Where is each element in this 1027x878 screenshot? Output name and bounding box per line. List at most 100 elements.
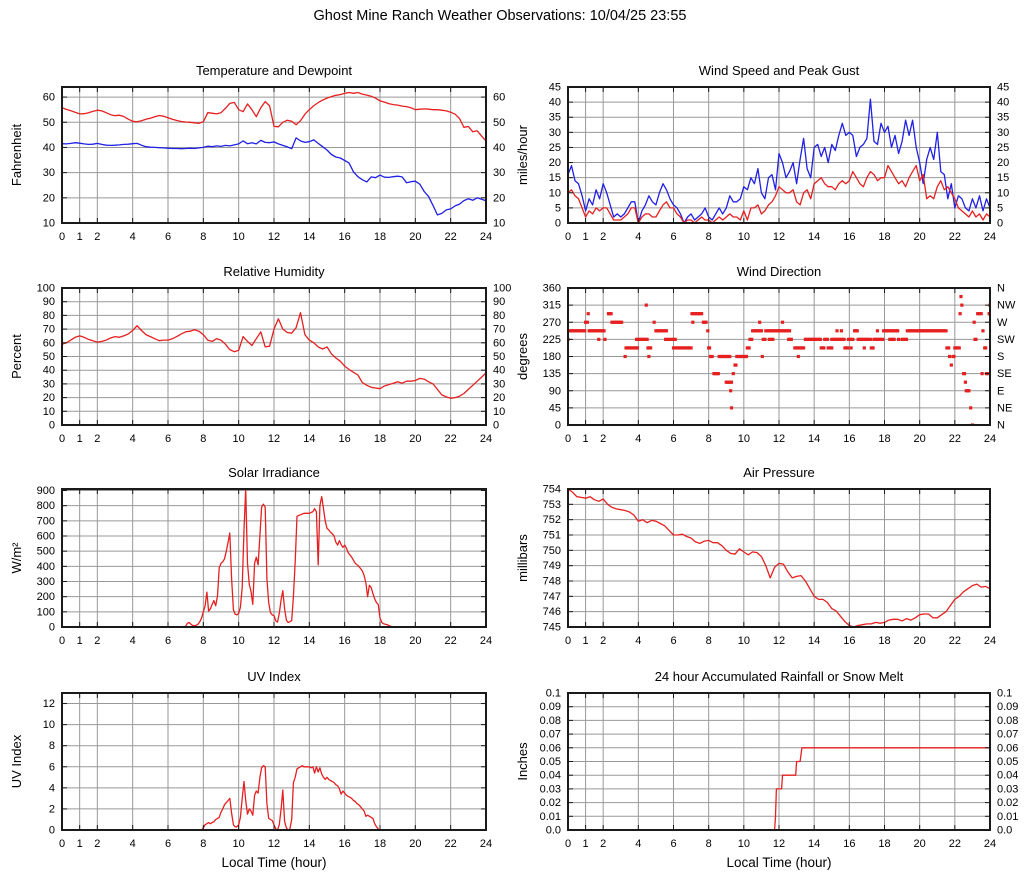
x-tick-label: 16: [843, 231, 855, 243]
wind-direction-dot: [696, 312, 701, 316]
y-tick-label-right: 80: [493, 310, 505, 322]
wind-direction-dot: [758, 320, 762, 324]
y-tick-label-right: 35: [997, 112, 1009, 124]
y-tick-label-right: 30: [997, 127, 1009, 139]
y-tick-label: 0.05: [540, 756, 561, 768]
y-tick-label-right: 40: [997, 97, 1009, 109]
wind-direction-dot: [635, 346, 640, 350]
wind-direction-dot: [871, 346, 875, 350]
x-tick-label: 22: [949, 635, 961, 647]
wind-direction-dot: [623, 354, 627, 359]
x-tick-label: 1: [77, 635, 83, 647]
x-tick-label: 14: [808, 635, 820, 647]
y-tick-label: 20: [549, 157, 561, 169]
solar_irradiance-line: [61, 488, 487, 628]
air_pressure-line: [567, 488, 991, 628]
y-tick-label: 10: [43, 406, 55, 418]
chart-title: Relative Humidity: [223, 264, 325, 279]
wind-direction-dot: [710, 354, 714, 359]
wind-direction-dot: [610, 320, 614, 324]
wind-direction-dot: [652, 320, 656, 324]
y-tick-label: 90: [43, 296, 55, 308]
y-tick-label-right: 5: [997, 202, 1003, 214]
y-tick-label-right: 40: [493, 142, 505, 154]
y-tick-label: 315: [543, 300, 561, 312]
wind-direction-dot: [888, 329, 892, 333]
wind-direction-dot: [583, 320, 588, 324]
y-tick-label-right: 0.06: [997, 742, 1018, 754]
plot-area-uv-index: [61, 765, 487, 831]
x-tick-label: 16: [843, 433, 855, 445]
y-tick-label-right: 20: [493, 392, 505, 404]
wind-direction-dot: [949, 363, 953, 367]
x-tick-label: 24: [480, 433, 492, 445]
compass-label: SW: [997, 334, 1015, 346]
x-tick-label: 6: [165, 231, 171, 243]
chart-title: Air Pressure: [743, 465, 815, 480]
y-tick-label: 70: [43, 324, 55, 336]
x-tick-label: 14: [808, 838, 820, 850]
y-tick-label: 0.04: [540, 770, 561, 782]
wind-direction-dot: [647, 354, 651, 359]
x-axis-title: Local Time (hour): [726, 855, 831, 870]
wind-direction-dot: [862, 346, 866, 350]
x-tick-label: 2: [600, 635, 606, 647]
wind-direction-dot: [716, 372, 720, 376]
wind-direction-dot: [969, 406, 973, 410]
x-tick-label: 10: [738, 231, 750, 243]
wind-direction-dot: [729, 406, 734, 410]
y-tick-label: 200: [37, 591, 55, 603]
x-tick-label: 4: [130, 231, 136, 243]
wind-direction-dot: [868, 337, 873, 341]
y-tick-label: 30: [43, 378, 55, 390]
x-tick-label: 24: [984, 231, 996, 243]
y-tick-label-right: 10: [997, 187, 1009, 199]
x-tick-label: 8: [200, 231, 206, 243]
x-tick-label: 4: [130, 838, 136, 850]
wind-direction-dot: [671, 337, 676, 341]
wind-direction-dot: [957, 346, 961, 350]
wind-direction-dot: [771, 337, 775, 341]
x-tick-label: 8: [706, 838, 712, 850]
x-tick-label: 1: [583, 231, 589, 243]
y-tick-label-right: 0.05: [997, 756, 1018, 768]
compass-label: SE: [997, 368, 1012, 380]
y-tick-label: 0.01: [540, 811, 561, 823]
x-tick-label: 8: [200, 433, 206, 445]
y-tick-label: 40: [549, 97, 561, 109]
wind-direction-dot: [649, 346, 653, 350]
wind-direction-dot: [825, 337, 829, 341]
wind-direction-dot: [691, 312, 696, 316]
wind-direction-dot: [962, 372, 967, 376]
page-title: Ghost Mine Ranch Weather Observations: 1…: [313, 8, 687, 24]
wind-direction-dot: [700, 312, 704, 316]
x-tick-label: 14: [808, 231, 820, 243]
y-tick-label: 900: [37, 485, 55, 497]
x-tick-label: 6: [165, 433, 171, 445]
y-tick-label-right: 20: [493, 192, 505, 204]
wind-direction-dot: [891, 329, 895, 333]
wind-direction-dot: [885, 329, 889, 333]
y-tick-label: 0.07: [540, 729, 561, 741]
x-tick-label: 10: [738, 838, 750, 850]
plot-area-air-pressure: [567, 488, 991, 628]
x-tick-label: 14: [303, 433, 315, 445]
y-tick-label-right: 50: [493, 117, 505, 129]
wind-direction-dot: [731, 372, 735, 376]
x-tick-label: 22: [445, 838, 457, 850]
x-tick-label: 16: [843, 838, 855, 850]
x-tick-label: 2: [94, 433, 100, 445]
x-tick-label: 6: [165, 838, 171, 850]
wind-direction-dot: [875, 329, 880, 333]
x-tick-label: 8: [706, 635, 712, 647]
wind-direction-dot: [818, 337, 822, 341]
y-tick-label: 10: [43, 218, 55, 230]
y-tick-label-right: 0.0: [997, 825, 1012, 837]
y-tick-label-right: 0.04: [997, 770, 1018, 782]
y-tick-label: 5: [555, 202, 561, 214]
wind-direction-dot: [769, 337, 773, 341]
y-tick-label-right: 70: [493, 324, 505, 336]
